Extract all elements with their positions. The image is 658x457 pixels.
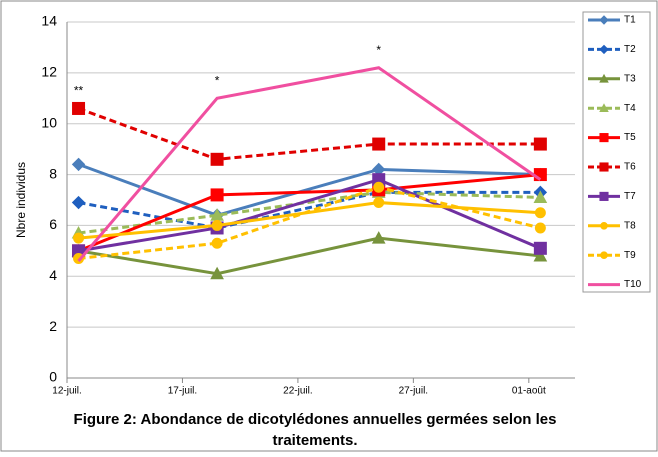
point [73,232,85,244]
y-axis-label: Nbre individus [14,162,28,238]
series-line [77,173,541,253]
legend-box [582,11,651,293]
x-tick-label: 01-août [512,386,546,397]
y-tick-label: 10 [41,114,57,130]
legend-label: T6 [624,162,636,173]
y-tick-label: 14 [41,13,57,29]
point [371,231,386,244]
caption: traitements. [272,432,357,449]
point [533,241,547,255]
point [210,266,224,280]
point [211,219,223,231]
point [72,101,86,115]
legend-label: T5 [624,132,636,143]
x-tick-label: 12-juil. [52,386,81,397]
point [533,190,548,203]
legend-marker [599,44,609,55]
point [373,197,385,209]
legend-label: T10 [624,279,642,290]
y-tick-label: 8 [49,165,57,181]
series-line [78,236,541,276]
legend-marker [599,191,609,201]
legend-label: T2 [624,44,636,55]
annotation: ** [74,84,84,98]
series-line [77,66,542,263]
legend-marker [599,103,609,113]
x-tick-label: 17-juil. [168,386,197,397]
annotation: * [376,43,381,57]
point [373,181,385,193]
legend-marker [599,73,609,83]
legend-marker [599,15,609,25]
point [210,152,224,166]
legend-label: T1 [624,15,636,26]
point [534,222,546,234]
x-tick-label: 27-juil. [399,386,428,397]
point [71,195,86,210]
x-tick-label: 22-juil. [283,386,312,397]
legend-label: T4 [624,103,636,114]
series-line [78,107,541,161]
y-tick-label: 12 [41,64,57,80]
legend-marker [599,162,609,172]
y-tick-label: 6 [49,216,57,232]
legend-marker [599,133,609,143]
legend-marker [600,221,608,230]
caption: Figure 2: Abondance de dicotylédones ann… [74,411,557,428]
legend-label: T3 [624,73,636,84]
point [372,137,386,151]
point [534,207,546,219]
point [211,237,223,249]
y-tick-label: 2 [49,318,57,334]
legend-label: T7 [624,191,636,202]
point [210,188,224,202]
y-tick-label: 0 [49,369,57,385]
point [533,248,548,262]
series-line [78,185,541,260]
series-line [78,178,541,253]
annotation: * [215,73,220,87]
legend-marker [600,251,608,260]
legend-label: T8 [624,220,636,231]
legend-label: T9 [624,250,636,261]
point [71,157,86,172]
series-line [78,190,541,230]
point [533,137,547,151]
y-tick-label: 4 [49,267,57,283]
